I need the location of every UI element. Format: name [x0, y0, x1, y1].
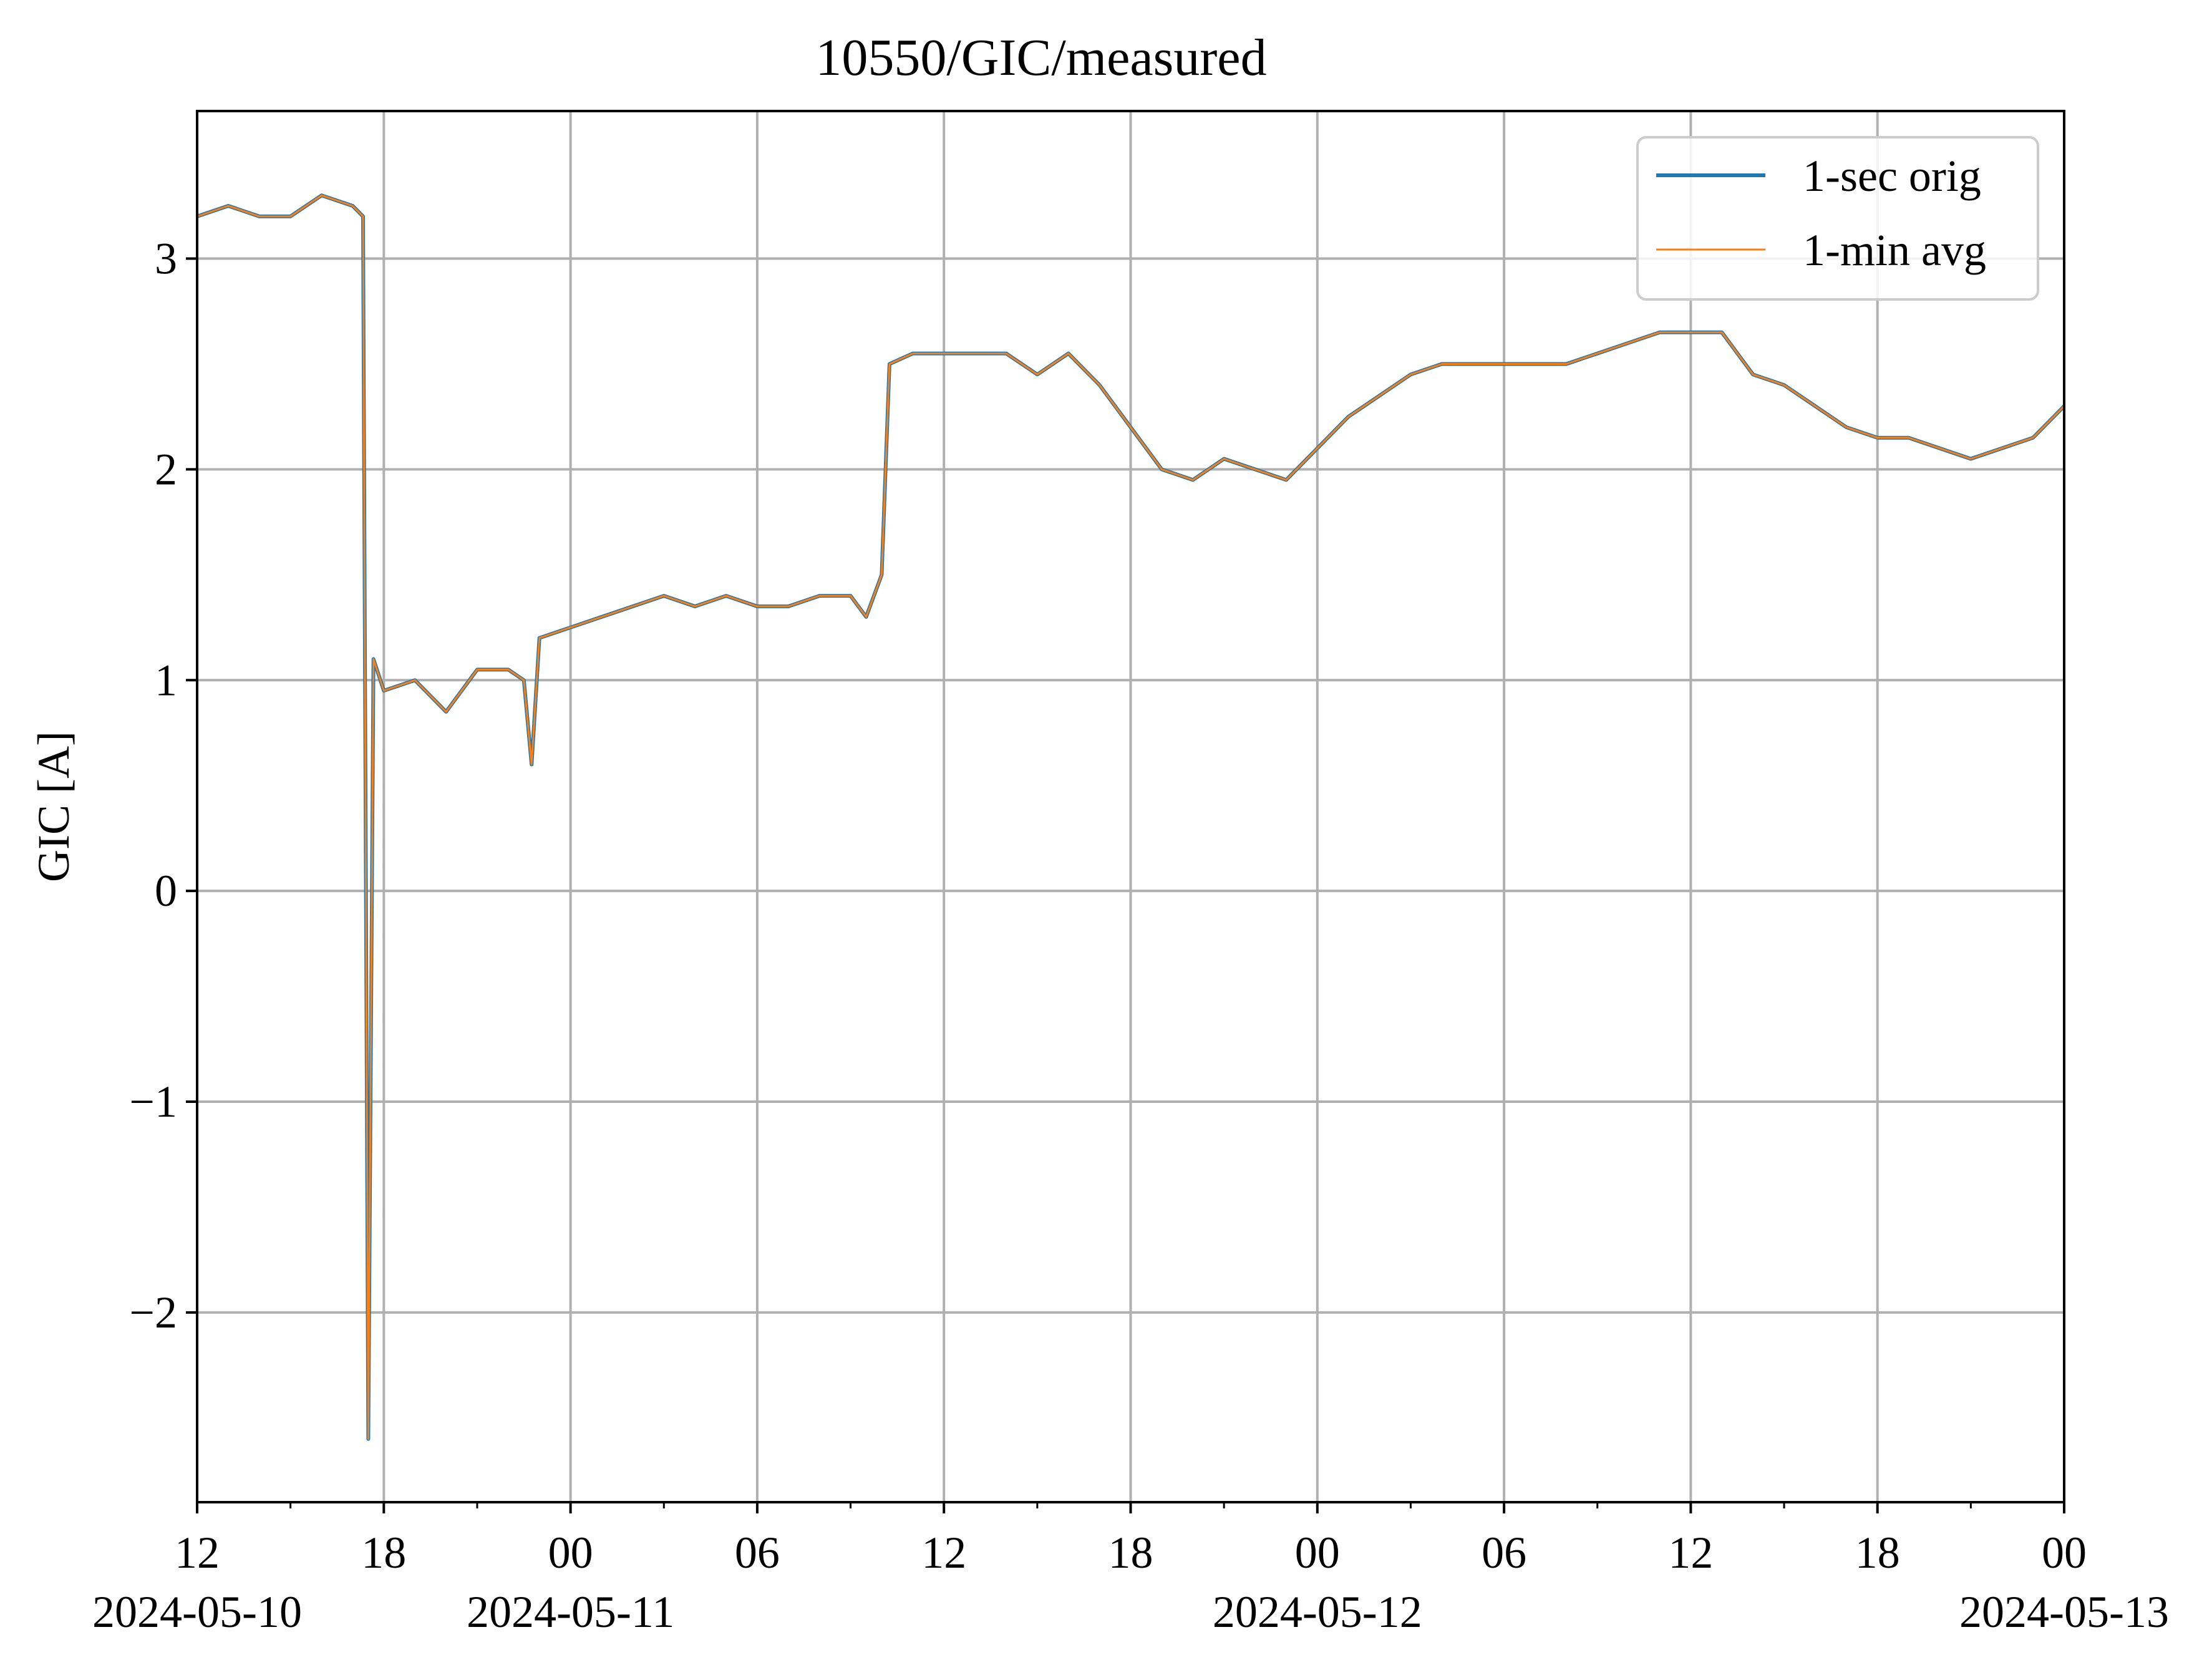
- x-tick-hour-label: 18: [1855, 1528, 1900, 1578]
- legend-label-1-min-avg: 1-min avg: [1803, 225, 1986, 275]
- x-tick-hour-label: 12: [921, 1528, 966, 1578]
- x-tick-hour-label: 12: [175, 1528, 220, 1578]
- x-tick-date-label: 2024-05-10: [92, 1587, 302, 1637]
- legend-label-1-sec-orig: 1-sec orig: [1803, 151, 1981, 201]
- x-axis-ticks: 12 2024-05-10 18 00 2024-05-11 06 12 18 00 2024-0…: [92, 1502, 2169, 1637]
- x-tick-date-label: 2024-05-11: [467, 1587, 674, 1637]
- legend: 1-sec orig 1-min avg: [1636, 136, 2039, 301]
- y-tick-label: 1: [155, 655, 177, 705]
- y-tick-label: 0: [155, 866, 177, 916]
- series-lines: [196, 193, 2066, 1441]
- x-tick-date-label: 2024-05-12: [1213, 1587, 1422, 1637]
- x-tick-hour-label: 00: [548, 1528, 593, 1578]
- x-tick-hour-label: 06: [735, 1528, 780, 1578]
- y-tick-label: −1: [129, 1077, 177, 1127]
- y-tick-label: −2: [129, 1288, 177, 1337]
- chart-title: 10550/GIC/measured: [815, 29, 1266, 87]
- grid-lines: [196, 111, 2065, 1502]
- y-axis-ticks: 3 2 1 0 −1 −2: [129, 234, 197, 1337]
- x-tick-hour-label: 00: [2042, 1528, 2087, 1578]
- series-line-1-min-avg: [196, 194, 2065, 1440]
- y-tick-label: 3: [155, 234, 177, 284]
- x-tick-date-label: 2024-05-13: [1959, 1587, 2169, 1637]
- x-tick-hour-label: 18: [361, 1528, 406, 1578]
- y-tick-label: 2: [155, 444, 177, 494]
- y-axis-label: GIC [A]: [29, 731, 79, 882]
- x-tick-hour-label: 18: [1108, 1528, 1153, 1578]
- x-tick-hour-label: 00: [1295, 1528, 1340, 1578]
- legend-box: [1636, 136, 2039, 301]
- x-tick-hour-label: 12: [1668, 1528, 1713, 1578]
- x-tick-hour-label: 06: [1482, 1528, 1526, 1578]
